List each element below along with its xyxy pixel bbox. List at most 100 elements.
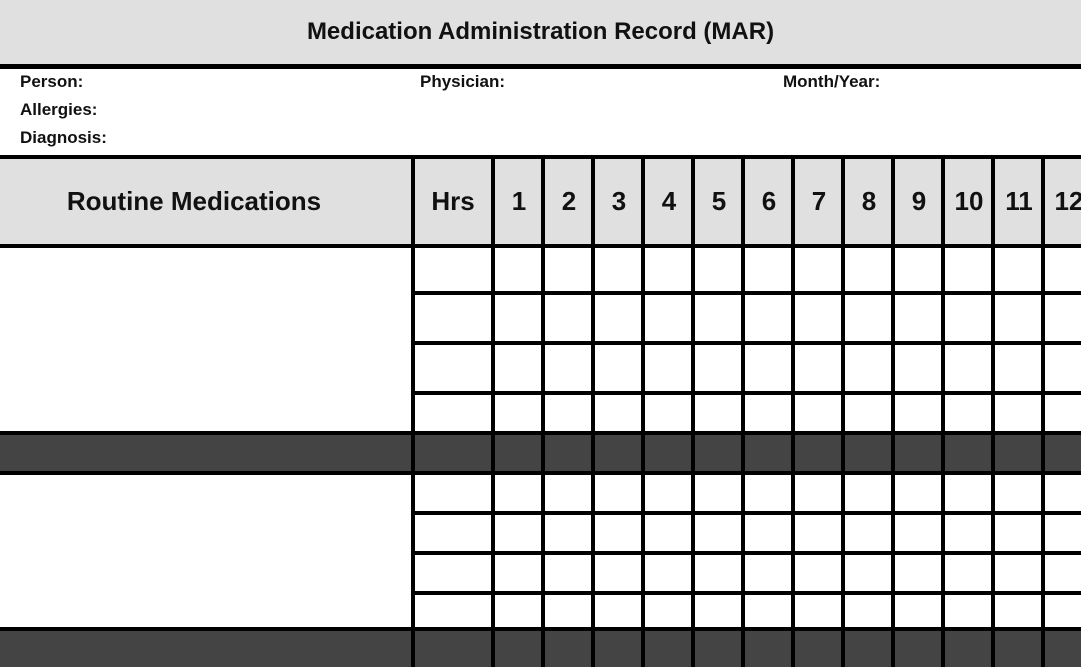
dose-cell[interactable] (645, 243, 691, 291)
dose-cell[interactable] (645, 475, 691, 511)
dose-cell[interactable] (995, 345, 1041, 391)
dose-cell[interactable] (645, 395, 691, 431)
dose-cell[interactable] (595, 243, 641, 291)
dose-cell[interactable] (1045, 345, 1081, 391)
dose-cell[interactable] (745, 555, 791, 591)
dose-cell[interactable] (945, 295, 991, 341)
dose-cell[interactable] (945, 595, 991, 627)
hours-cell[interactable] (415, 243, 491, 291)
dose-cell[interactable] (545, 243, 591, 291)
dose-cell[interactable] (595, 345, 641, 391)
dose-cell[interactable] (945, 345, 991, 391)
dose-cell[interactable] (745, 595, 791, 627)
dose-cell[interactable] (845, 243, 891, 291)
dose-cell[interactable] (795, 395, 841, 431)
dose-cell[interactable] (795, 555, 841, 591)
dose-cell[interactable] (1045, 395, 1081, 431)
hours-cell[interactable] (415, 515, 491, 551)
dose-cell[interactable] (695, 555, 741, 591)
dose-cell[interactable] (1045, 475, 1081, 511)
dose-cell[interactable] (745, 295, 791, 341)
dose-cell[interactable] (895, 595, 941, 627)
dose-cell[interactable] (545, 555, 591, 591)
dose-cell[interactable] (945, 243, 991, 291)
dose-cell[interactable] (845, 345, 891, 391)
dose-cell[interactable] (845, 595, 891, 627)
dose-cell[interactable] (795, 345, 841, 391)
dose-cell[interactable] (695, 345, 741, 391)
dose-cell[interactable] (795, 295, 841, 341)
dose-cell[interactable] (545, 295, 591, 341)
dose-cell[interactable] (1045, 515, 1081, 551)
dose-cell[interactable] (695, 395, 741, 431)
dose-cell[interactable] (795, 475, 841, 511)
dose-cell[interactable] (645, 515, 691, 551)
dose-cell[interactable] (595, 595, 641, 627)
dose-cell[interactable] (495, 295, 541, 341)
dose-cell[interactable] (695, 475, 741, 511)
dose-cell[interactable] (495, 475, 541, 511)
dose-cell[interactable] (645, 595, 691, 627)
dose-cell[interactable] (995, 243, 1041, 291)
dose-cell[interactable] (745, 515, 791, 551)
dose-cell[interactable] (545, 475, 591, 511)
dose-cell[interactable] (895, 475, 941, 511)
dose-cell[interactable] (495, 243, 541, 291)
dose-cell[interactable] (745, 475, 791, 511)
dose-cell[interactable] (495, 555, 541, 591)
hours-cell[interactable] (415, 395, 491, 431)
dose-cell[interactable] (895, 395, 941, 431)
dose-cell[interactable] (845, 395, 891, 431)
dose-cell[interactable] (595, 515, 641, 551)
dose-cell[interactable] (795, 515, 841, 551)
hours-cell[interactable] (415, 295, 491, 341)
dose-cell[interactable] (995, 555, 1041, 591)
dose-cell[interactable] (895, 555, 941, 591)
medication-name-cell[interactable] (0, 243, 410, 431)
hours-cell[interactable] (415, 595, 491, 627)
hours-cell[interactable] (415, 345, 491, 391)
dose-cell[interactable] (645, 555, 691, 591)
dose-cell[interactable] (495, 515, 541, 551)
dose-cell[interactable] (845, 555, 891, 591)
dose-cell[interactable] (1045, 555, 1081, 591)
dose-cell[interactable] (845, 475, 891, 511)
dose-cell[interactable] (995, 515, 1041, 551)
dose-cell[interactable] (695, 595, 741, 627)
dose-cell[interactable] (745, 243, 791, 291)
dose-cell[interactable] (595, 475, 641, 511)
dose-cell[interactable] (595, 395, 641, 431)
dose-cell[interactable] (595, 295, 641, 341)
dose-cell[interactable] (895, 515, 941, 551)
dose-cell[interactable] (495, 595, 541, 627)
dose-cell[interactable] (545, 595, 591, 627)
dose-cell[interactable] (545, 515, 591, 551)
dose-cell[interactable] (845, 515, 891, 551)
dose-cell[interactable] (645, 295, 691, 341)
dose-cell[interactable] (845, 295, 891, 341)
dose-cell[interactable] (995, 295, 1041, 341)
dose-cell[interactable] (695, 515, 741, 551)
dose-cell[interactable] (945, 395, 991, 431)
dose-cell[interactable] (1045, 243, 1081, 291)
dose-cell[interactable] (695, 243, 741, 291)
dose-cell[interactable] (495, 345, 541, 391)
dose-cell[interactable] (545, 395, 591, 431)
dose-cell[interactable] (495, 395, 541, 431)
hours-cell[interactable] (415, 475, 491, 511)
dose-cell[interactable] (1045, 295, 1081, 341)
dose-cell[interactable] (995, 475, 1041, 511)
dose-cell[interactable] (895, 345, 941, 391)
dose-cell[interactable] (745, 345, 791, 391)
dose-cell[interactable] (1045, 595, 1081, 627)
dose-cell[interactable] (995, 595, 1041, 627)
dose-cell[interactable] (945, 475, 991, 511)
dose-cell[interactable] (895, 295, 941, 341)
dose-cell[interactable] (895, 243, 941, 291)
dose-cell[interactable] (695, 295, 741, 341)
dose-cell[interactable] (545, 345, 591, 391)
dose-cell[interactable] (945, 515, 991, 551)
dose-cell[interactable] (595, 555, 641, 591)
dose-cell[interactable] (745, 395, 791, 431)
hours-cell[interactable] (415, 555, 491, 591)
